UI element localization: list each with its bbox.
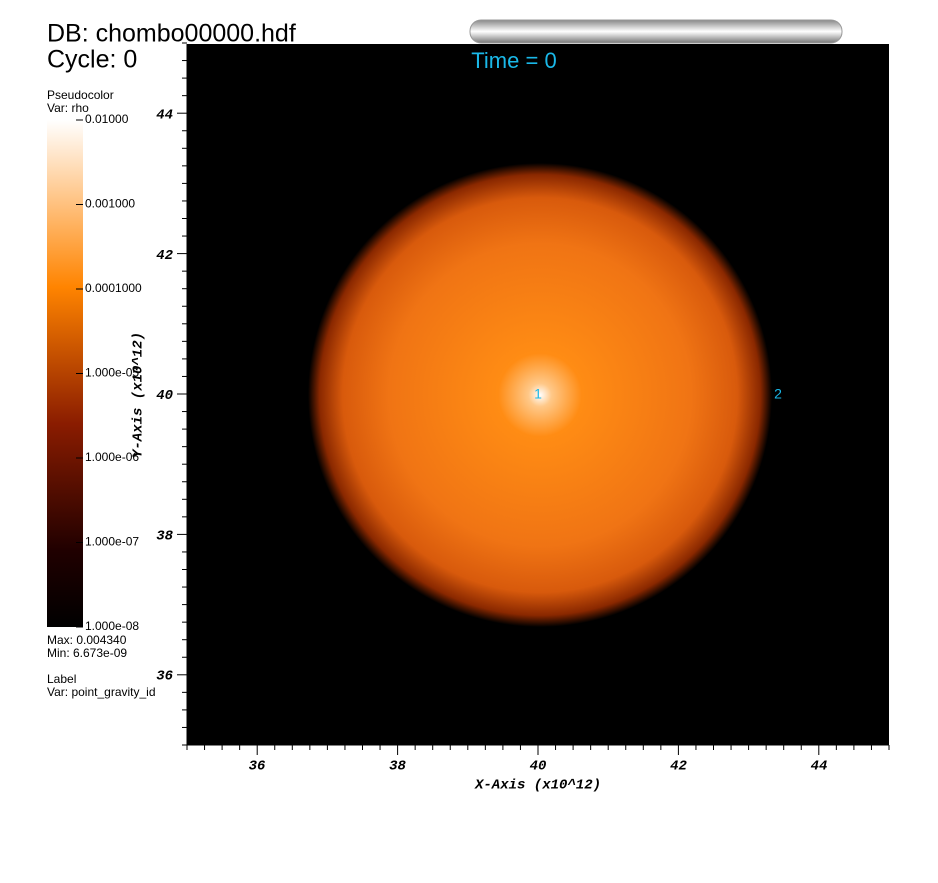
colorbar-label: 0.001000: [85, 197, 135, 211]
x-tick-label: 40: [530, 759, 547, 775]
legend-max: Max: 0.004340: [47, 633, 127, 647]
x-tick-label: 44: [811, 759, 828, 775]
y-tick-label: 42: [156, 248, 173, 264]
point-label: 2: [774, 386, 782, 402]
time-slider[interactable]: [469, 19, 843, 44]
database-name: DB: chombo00000.hdf: [47, 20, 296, 48]
point-label: 1: [534, 386, 542, 402]
colorbar-label: 0.01000: [85, 112, 129, 126]
x-tick-label: 36: [249, 759, 266, 775]
label-variable: Var: point_gravity_id: [47, 685, 156, 699]
legend-variable: Var: rho: [47, 101, 89, 115]
colorbar-label: 1.000e-07: [85, 535, 139, 549]
colorbar-label: 1.000e-08: [85, 619, 139, 633]
y-tick-label: 40: [156, 388, 173, 404]
legend-min: Min: 6.673e-09: [47, 646, 127, 660]
colorbar-label: 0.0001000: [85, 281, 142, 295]
legend-plot: Pseudocolor: [47, 88, 114, 102]
time: Time = 0: [471, 48, 556, 73]
y-tick-label: 36: [156, 669, 173, 685]
colorbar-label: 1.000e-06: [85, 450, 139, 464]
colorbar-label: 1.000e-05: [85, 366, 139, 380]
x-axis-title: X-Axis (x10^12): [474, 778, 601, 794]
y-tick-label: 38: [156, 528, 173, 544]
y-axis-title: Y-Axis (x10^12): [131, 332, 147, 458]
x-tick-label: 38: [389, 759, 406, 775]
label-plot: Label: [47, 672, 76, 686]
cycle: Cycle: 0: [47, 46, 137, 74]
density-sphere: [308, 163, 772, 627]
y-tick-label: 44: [156, 108, 173, 124]
x-tick-label: 42: [670, 759, 687, 775]
